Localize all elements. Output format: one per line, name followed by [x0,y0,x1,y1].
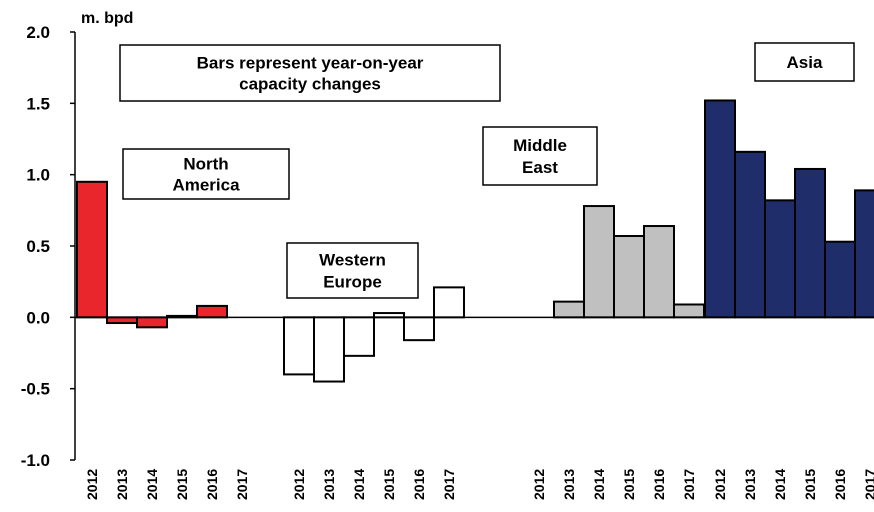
x-tick-label: 2015 [802,469,818,500]
annotation-box-text: capacity changes [239,75,381,94]
y-tick-label: -1.0 [21,451,50,470]
x-tick-label: 2013 [561,469,577,500]
x-tick-label: 2017 [441,469,457,500]
x-tick-label: 2013 [114,469,130,500]
bar [704,99,736,319]
bar [854,189,874,319]
x-tick-label: 2014 [591,469,607,500]
bar [196,304,228,319]
bar [764,199,796,319]
region-label-north-america-text: North [183,155,228,174]
region-label-north-america [122,148,290,200]
labels: 2.0 1.5 1.0 0.5 0.0 -0.5 -1.0 m. bpd 2012 2013 201… [21,10,874,500]
region-label-middle-east-text: East [522,158,558,177]
x-tick-label: 2016 [832,469,848,500]
x-tick-label: 2012 [712,469,728,500]
x-tick-label: 2012 [291,469,307,500]
region-label-western-europe-text: Western [319,251,386,270]
annotation-box [119,44,501,102]
x-tick-label: 2014 [772,469,788,500]
bar [166,314,198,319]
bar [734,150,766,319]
bar [553,300,585,319]
y-tick-label: 2.0 [26,23,50,42]
x-tick-label: 2012 [84,469,100,500]
bar [373,312,405,319]
bar [794,167,826,319]
x-tick-label: 2016 [204,469,220,500]
annotation-box-text: Bars represent year-on-year [197,54,424,73]
x-tick-label: 2015 [621,469,637,500]
region-label-middle-east [482,126,598,186]
x-tick-label: 2017 [862,469,874,500]
x-tick-label: 2016 [651,469,667,500]
region-label-western-europe-text: Europe [323,273,382,292]
bar [433,286,465,319]
bar [283,316,315,376]
x-tick-label: 2012 [531,469,547,500]
bar [313,316,345,383]
bar [136,316,168,329]
bar [613,235,645,319]
unit-label: m. bpd [81,10,133,27]
bar [106,316,138,325]
x-tick-label: 2017 [234,469,250,500]
x-tick-label: 2015 [381,469,397,500]
annotation-boxes: Bars represent year-on-year capacity chan… [119,42,855,299]
bar [583,205,615,319]
region-label-asia [754,42,855,82]
bar [643,225,675,319]
x-tick-label: 2017 [681,469,697,500]
y-tick-label: 0.0 [26,308,50,327]
y-tick-label: 1.5 [26,94,50,113]
y-tick-label: -0.5 [21,380,50,399]
x-tick-label: 2014 [144,469,160,500]
x-tick-label: 2013 [742,469,758,500]
x-tick-label: 2015 [174,469,190,500]
bars [76,99,874,383]
x-tick-label: 2016 [411,469,427,500]
y-tick-label: 1.0 [26,166,50,185]
bar [343,316,375,357]
x-tick-label: 2014 [351,469,367,500]
y-tick-label: 0.5 [26,237,50,256]
bar [824,240,856,319]
region-label-north-america-text: America [172,176,240,195]
x-tick-label: 2013 [321,469,337,500]
region-label-western-europe [286,242,419,299]
bar [673,303,705,319]
region-label-asia-text: Asia [787,53,823,72]
region-label-middle-east-text: Middle [513,136,567,155]
bar [403,316,435,342]
bar [76,180,108,319]
